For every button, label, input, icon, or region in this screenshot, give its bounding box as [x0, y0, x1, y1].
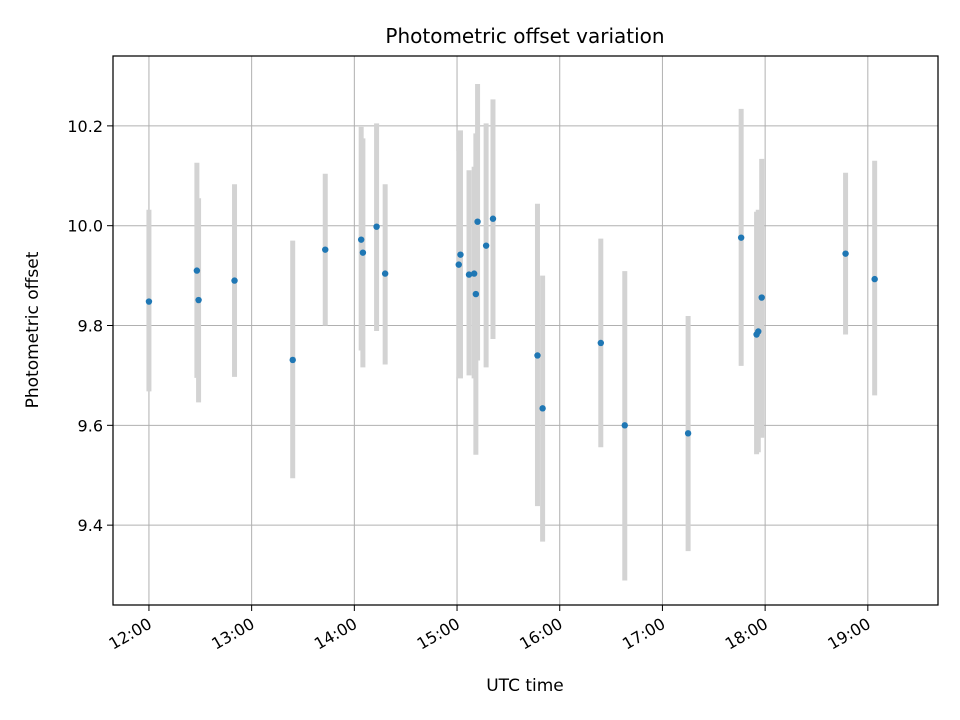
data-point	[465, 271, 473, 278]
data-point	[381, 270, 389, 277]
plot-frame	[112, 55, 939, 606]
chart-title: Photometric offset variation	[385, 24, 664, 48]
data-point	[145, 298, 153, 305]
y-tick-label: 10.2	[67, 117, 103, 136]
data-point	[231, 277, 238, 284]
y-tick-label: 9.6	[78, 416, 103, 435]
y-tick-label: 9.8	[78, 317, 103, 336]
data-point	[539, 405, 546, 412]
data-point	[195, 296, 202, 304]
data-point	[489, 215, 497, 222]
data-point	[871, 275, 878, 283]
data-point	[359, 249, 367, 256]
data-point	[482, 242, 490, 249]
data-point	[758, 294, 765, 301]
data-point	[474, 218, 481, 225]
data-point	[373, 223, 380, 230]
data-point	[193, 267, 201, 274]
data-point	[755, 328, 762, 335]
y-tick-label: 9.4	[78, 516, 103, 535]
grid-lines	[113, 56, 938, 605]
data-points	[145, 215, 878, 437]
data-point	[534, 352, 541, 359]
y-axis: 9.4 9.6 9.8 10.0 10.2	[67, 117, 113, 535]
data-point	[457, 251, 464, 258]
data-point	[842, 250, 849, 257]
y-tick-label: 10.0	[67, 217, 103, 236]
data-point	[597, 339, 605, 347]
data-point	[684, 430, 692, 437]
data-point	[621, 422, 628, 429]
x-axis-title: UTC time	[486, 676, 564, 696]
data-point	[455, 261, 462, 268]
data-point	[357, 236, 365, 243]
data-point	[470, 270, 478, 277]
data-point	[737, 234, 745, 241]
data-point	[322, 246, 329, 253]
data-point	[289, 356, 296, 364]
y-axis-title: Photometric offset	[23, 251, 43, 408]
data-point	[472, 290, 480, 298]
